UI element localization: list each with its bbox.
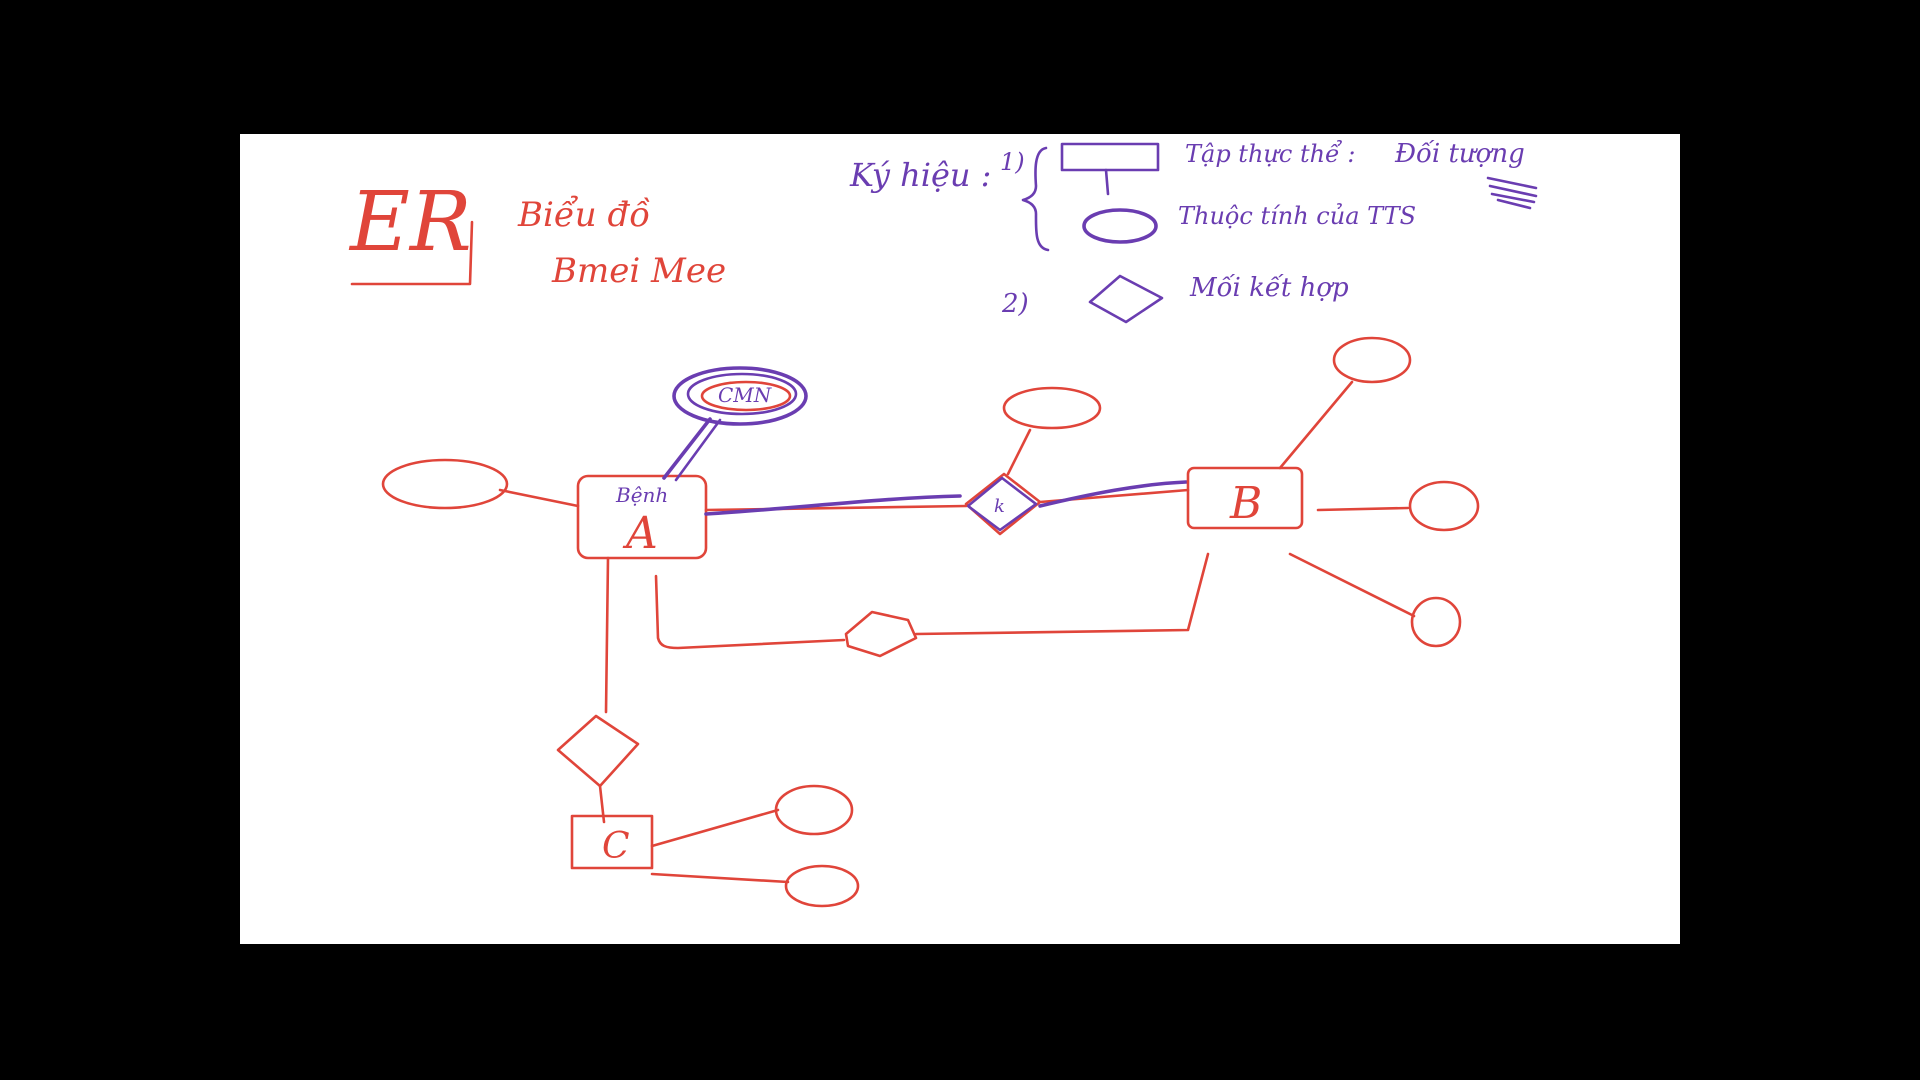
entity-a-box <box>576 474 708 560</box>
entity-b-label: B <box>1229 478 1262 529</box>
link-a-attribute-left <box>498 488 580 508</box>
title-line1: Biểu đồ <box>517 195 650 235</box>
legend-entity-object-label: Đối tượng <box>1394 139 1525 169</box>
attribute-a-left[interactable] <box>381 458 509 510</box>
attribute-c-bottom[interactable] <box>784 864 860 908</box>
relationship-ab-diamond-inner <box>966 476 1038 532</box>
title-underline <box>350 220 474 286</box>
link-a-rel-ab <box>704 504 968 512</box>
attribute-c-top[interactable] <box>774 784 854 836</box>
legend-attribute-symbol <box>1082 208 1158 244</box>
whiteboard-drawing: ER Biểu đồ Bmei Mee Ký hiệu : 1) Tập thự… <box>348 139 1538 908</box>
link-c-attribute-bottom <box>650 872 790 884</box>
entity-c[interactable]: C <box>570 814 654 870</box>
entity-b-box <box>1186 466 1304 530</box>
legend-entity-set-label: Tập thực thể : <box>1185 139 1356 168</box>
relationship-ab-label: k <box>994 496 1005 517</box>
attribute-b-right[interactable] <box>1408 480 1480 532</box>
link-c-attribute-top <box>650 808 780 848</box>
attribute-b-top[interactable] <box>1332 336 1412 384</box>
link-a-attribute-top <box>662 417 712 480</box>
legend-relationship-label: Mối kết hợp <box>1189 273 1349 303</box>
attribute-a-top-inner <box>686 372 798 416</box>
entity-c-box <box>570 814 654 870</box>
entity-c-label: C <box>602 826 630 867</box>
attribute-a-top-outer <box>672 366 808 426</box>
entity-b[interactable]: B <box>1186 466 1304 530</box>
attribute-a-top-label: CMN <box>718 383 773 407</box>
title-line2: Bmei Mee <box>551 251 726 291</box>
legend-attr-link <box>1104 168 1110 196</box>
attribute-a-top[interactable]: CMN <box>672 366 808 426</box>
legend-item2-number: 2) <box>1001 289 1029 319</box>
link-b-attribute-bottom <box>1288 552 1416 618</box>
link-a-attribute-top-2 <box>674 418 722 482</box>
legend-relationship-symbol <box>1088 274 1164 324</box>
whiteboard[interactable]: ER Biểu đồ Bmei Mee Ký hiệu : 1) Tập thự… <box>240 134 1680 944</box>
entity-a-note: Bệnh <box>615 483 668 507</box>
link-rel-ab-b-purple <box>1038 480 1188 508</box>
entity-a[interactable]: Bệnh A <box>576 474 708 560</box>
legend-entity-symbol <box>1060 142 1160 172</box>
link-rel-bottom-b <box>914 552 1210 636</box>
link-b-attribute-top <box>1278 380 1354 470</box>
title-er: ER <box>348 175 472 270</box>
legend-scribble <box>1486 176 1538 210</box>
title-block: ER Biểu đồ Bmei Mee <box>348 175 726 291</box>
attribute-rel-ab[interactable] <box>1002 386 1102 430</box>
legend-brace <box>1021 146 1050 252</box>
relationship-ab[interactable]: k <box>964 472 1042 536</box>
legend-heading: Ký hiệu : <box>849 156 991 194</box>
relationship-ac[interactable] <box>556 714 640 788</box>
legend-item1-number: 1) <box>1000 148 1025 176</box>
attribute-b-bottom[interactable] <box>1410 596 1462 648</box>
legend: Ký hiệu : 1) Tập thực thể : Đối tượng Th… <box>849 139 1538 324</box>
entity-a-label: A <box>622 508 658 559</box>
link-b-attribute-right <box>1316 506 1410 512</box>
link-a-rel-ab-purple <box>704 494 962 516</box>
link-a-rel-bottom <box>654 574 846 650</box>
attribute-a-top-red <box>700 380 792 412</box>
relationship-ab-bottom[interactable] <box>844 610 918 658</box>
legend-attribute-label: Thuộc tính của TTS <box>1178 202 1416 230</box>
link-a-rel-ac <box>604 556 610 714</box>
link-rel-ab-attribute <box>1006 428 1032 476</box>
